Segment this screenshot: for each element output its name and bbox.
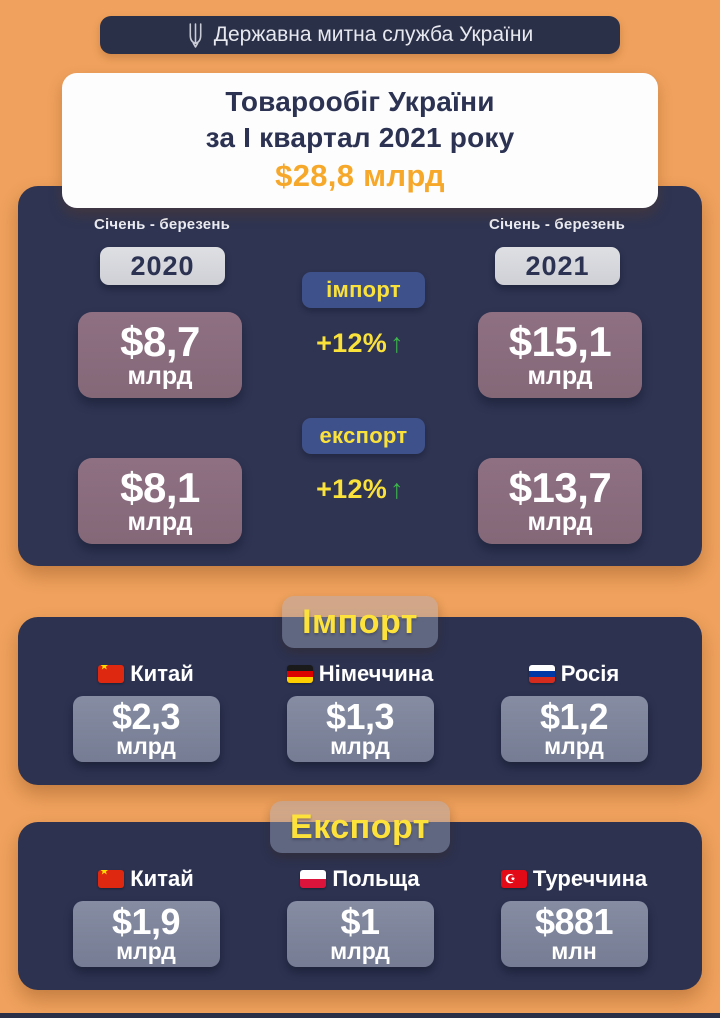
year-badge-2020: 2020 bbox=[100, 247, 225, 285]
export-item-poland: Польща $1 млрд bbox=[280, 866, 440, 967]
country-label: Польща bbox=[280, 866, 440, 892]
export-china-value: $1,9 bbox=[111, 900, 181, 942]
export-china-unit: млрд bbox=[116, 938, 176, 965]
up-arrow-icon: ↑ bbox=[390, 474, 404, 504]
import-china-value: $2,3 bbox=[111, 695, 181, 737]
import-item-russia: Росія $1,2 млрд bbox=[494, 661, 654, 762]
import-2021-value-box: $15,1 млрд bbox=[478, 312, 642, 398]
agency-header: Державна митна служба України bbox=[100, 16, 620, 54]
agency-title: Державна митна служба України bbox=[213, 23, 534, 46]
export-2021-value: $13,7 bbox=[508, 463, 612, 511]
country-label: Китай bbox=[66, 661, 226, 687]
import-germany-value: $1,3 bbox=[325, 695, 395, 737]
export-turkey-value-box: $881 млн bbox=[500, 900, 648, 967]
import-china-value-box: $2,3 млрд bbox=[72, 695, 220, 762]
import-russia-value: $1,2 bbox=[539, 695, 609, 737]
country-label: Росія bbox=[494, 661, 654, 687]
import-change-percent: +12% bbox=[316, 328, 388, 358]
import-item-china: Китай $2,3 млрд bbox=[66, 661, 226, 762]
import-section-card: Імпорт Китай $2,3 млрд Німеччина $1,3 мл… bbox=[18, 596, 702, 785]
country-name: Китай bbox=[130, 866, 194, 891]
import-2020-unit: млрд bbox=[127, 361, 193, 390]
russia-flag-icon bbox=[528, 665, 555, 683]
export-2021-unit: млрд bbox=[527, 507, 593, 536]
import-2020-value: $8,7 bbox=[120, 317, 200, 365]
export-poland-value: $1 bbox=[340, 900, 380, 942]
poland-flag-icon bbox=[300, 870, 327, 888]
export-poland-unit: млрд bbox=[330, 938, 390, 965]
import-2021-value: $15,1 bbox=[508, 317, 612, 365]
export-2020-value-box: $8,1 млрд bbox=[78, 458, 242, 544]
import-2020-value-box: $8,7 млрд bbox=[78, 312, 242, 398]
export-turkey-unit: млн bbox=[551, 938, 597, 965]
import-china-unit: млрд bbox=[116, 733, 176, 760]
import-section-title: Імпорт bbox=[282, 596, 438, 648]
import-item-germany: Німеччина $1,3 млрд bbox=[280, 661, 440, 762]
title-line-2: за І квартал 2021 року bbox=[205, 122, 515, 154]
export-2021-value-box: $13,7 млрд bbox=[478, 458, 642, 544]
total-turnover-value: $28,8 млрд bbox=[275, 157, 445, 193]
country-name: Польща bbox=[332, 866, 420, 891]
turkey-flag-icon bbox=[500, 870, 527, 888]
year-badge-2021: 2021 bbox=[495, 247, 620, 285]
bottom-edge-bar bbox=[0, 1013, 720, 1018]
title-card: Товарообіг України за І квартал 2021 рок… bbox=[62, 73, 658, 208]
import-russia-unit: млрд bbox=[544, 733, 604, 760]
country-label: Туреччина bbox=[494, 866, 654, 892]
country-label: Китай bbox=[66, 866, 226, 892]
export-item-china: Китай $1,9 млрд bbox=[66, 866, 226, 967]
export-2020-value: $8,1 bbox=[120, 463, 200, 511]
country-name: Росія bbox=[560, 661, 620, 686]
china-flag-icon bbox=[98, 870, 125, 888]
import-2021-unit: млрд bbox=[527, 361, 593, 390]
export-section-title: Експорт bbox=[270, 801, 450, 853]
export-poland-value-box: $1 млрд bbox=[286, 900, 434, 967]
import-russia-value-box: $1,2 млрд bbox=[500, 695, 648, 762]
export-section-card: Експорт Китай $1,9 млрд Польща $1 млрд bbox=[18, 801, 702, 990]
up-arrow-icon: ↑ bbox=[390, 328, 404, 358]
germany-flag-icon bbox=[286, 665, 313, 683]
import-germany-value-box: $1,3 млрд bbox=[286, 695, 434, 762]
country-label: Німеччина bbox=[280, 661, 440, 687]
export-turkey-value: $881 bbox=[534, 900, 614, 942]
export-change: +12% ↑ bbox=[18, 474, 702, 505]
period-label-2021: Січень - березень bbox=[488, 216, 626, 233]
comparison-card: Січень - березень 2020 Січень - березень… bbox=[18, 186, 702, 566]
country-name: Китай bbox=[130, 661, 194, 686]
import-change: +12% ↑ bbox=[18, 328, 702, 359]
country-name: Туреччина bbox=[532, 866, 648, 891]
import-germany-unit: млрд bbox=[330, 733, 390, 760]
tryzub-icon bbox=[189, 22, 202, 48]
export-row-label: експорт bbox=[302, 418, 425, 454]
export-china-value-box: $1,9 млрд bbox=[72, 900, 220, 967]
country-name: Німеччина bbox=[318, 661, 434, 686]
import-row-label: імпорт bbox=[302, 272, 425, 308]
export-change-percent: +12% bbox=[316, 474, 388, 504]
title-line-1: Товарообіг України bbox=[225, 86, 495, 117]
period-label-2020: Січень - березень bbox=[93, 216, 231, 233]
export-2020-unit: млрд bbox=[127, 507, 193, 536]
china-flag-icon bbox=[98, 665, 125, 683]
export-item-turkey: Туреччина $881 млн bbox=[494, 866, 654, 967]
